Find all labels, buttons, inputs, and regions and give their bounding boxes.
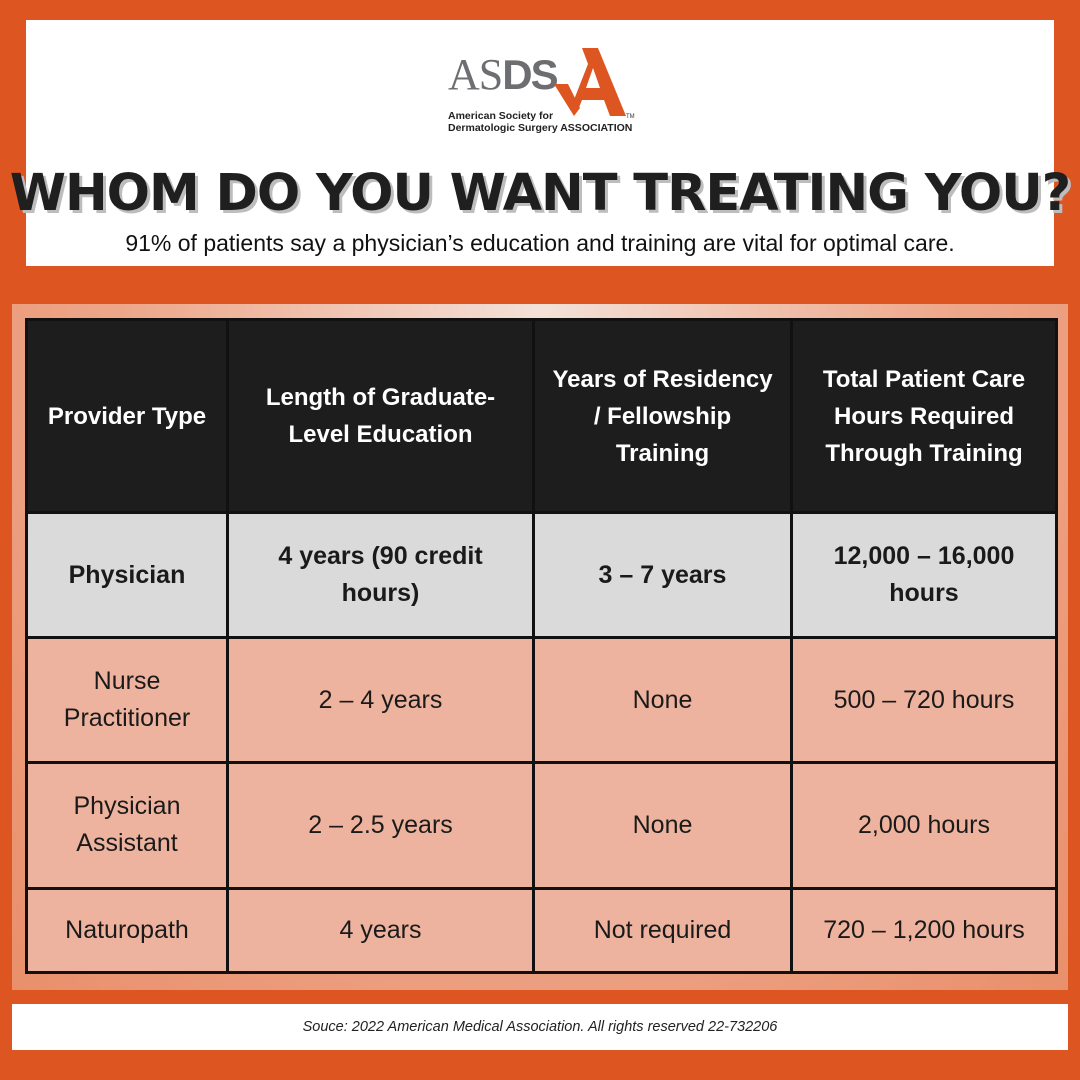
cell-hours: 720 – 1,200 hours: [790, 886, 1058, 975]
cell-residency: Not required: [532, 886, 793, 975]
subhead: 91% of patients say a physician’s educat…: [125, 230, 955, 256]
source-note: Souce: 2022 American Medical Association…: [302, 1019, 778, 1035]
cell-education: 2 – 4 years: [226, 636, 535, 765]
cell-residency: None: [532, 761, 793, 890]
table-row: Naturopath 4 years Not required 720 – 1,…: [25, 886, 1058, 975]
cell-hours: 12,000 – 16,000 hours: [790, 510, 1058, 640]
cell-education: 4 years (90 credit hours): [226, 510, 535, 640]
table-row: Physician Assistant 2 – 2.5 years None 2…: [25, 761, 1058, 890]
logo-wordmark: ASDS: [448, 50, 559, 99]
headline: WHOM DO YOU WANT TREATING YOU?: [9, 164, 1071, 223]
footer-panel: Souce: 2022 American Medical Association…: [12, 1004, 1068, 1050]
cell-hours: 2,000 hours: [790, 761, 1058, 890]
header-education: Length of Graduate-Level Education: [226, 318, 535, 514]
cell-education: 2 – 2.5 years: [226, 761, 535, 890]
table-row: Nurse Practitioner 2 – 4 years None 500 …: [25, 636, 1058, 765]
cell-provider: Physician Assistant: [25, 761, 229, 890]
cell-education: 4 years: [226, 886, 535, 975]
logo-caption: American Society for Dermatologic Surger…: [448, 110, 633, 134]
header-provider-type: Provider Type: [25, 318, 229, 514]
logo-trademark: TM: [626, 114, 635, 120]
asdsa-logo: ASDS TM American Society for Dermatologi…: [448, 48, 638, 142]
header-residency: Years of Residency / Fellowship Training: [532, 318, 793, 514]
logo-a-mark-icon: [554, 48, 626, 116]
table-row: Physician 4 years (90 credit hours) 3 – …: [25, 510, 1058, 640]
cell-provider: Nurse Practitioner: [25, 636, 229, 765]
cell-provider: Physician: [25, 510, 229, 640]
table-header-row: Provider Type Length of Graduate-Level E…: [25, 318, 1058, 514]
header-care-hours: Total Patient Care Hours Required Throug…: [790, 318, 1058, 514]
cell-hours: 500 – 720 hours: [790, 636, 1058, 765]
header-panel: [26, 20, 1054, 266]
cell-provider: Naturopath: [25, 886, 229, 975]
cell-residency: 3 – 7 years: [532, 510, 793, 640]
comparison-table: Provider Type Length of Graduate-Level E…: [25, 318, 1058, 975]
cell-residency: None: [532, 636, 793, 765]
